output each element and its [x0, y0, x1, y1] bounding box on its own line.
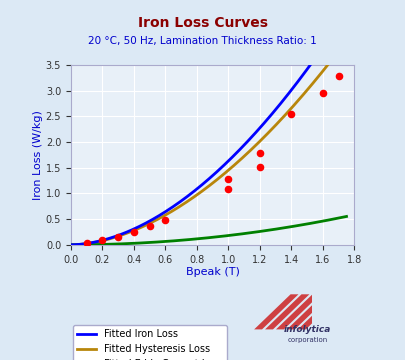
Point — [225, 176, 232, 182]
Point — [288, 111, 294, 117]
Point — [146, 224, 153, 229]
Point — [162, 217, 168, 223]
Text: Iron Loss Curves: Iron Loss Curves — [138, 17, 267, 30]
Point — [225, 186, 232, 192]
Point — [99, 237, 106, 243]
Polygon shape — [276, 294, 320, 329]
Point — [131, 229, 137, 235]
Polygon shape — [265, 294, 309, 329]
Polygon shape — [254, 294, 298, 329]
Point — [115, 234, 122, 240]
Point — [320, 90, 326, 96]
Y-axis label: Iron Loss (W/kg): Iron Loss (W/kg) — [33, 110, 43, 200]
Polygon shape — [287, 294, 331, 329]
Text: corporation: corporation — [288, 337, 328, 343]
Text: 20 °C, 50 Hz, Lamination Thickness Ratio: 1: 20 °C, 50 Hz, Lamination Thickness Ratio… — [88, 36, 317, 46]
Legend: Fitted Iron Loss, Fitted Hysteresis Loss, Fitted Eddy Current Loss, Data Values: Fitted Iron Loss, Fitted Hysteresis Loss… — [73, 325, 227, 360]
Point — [335, 73, 342, 79]
Point — [257, 150, 263, 156]
X-axis label: Bpeak (T): Bpeak (T) — [185, 267, 240, 277]
Point — [83, 240, 90, 246]
Point — [257, 164, 263, 170]
Text: infolytica: infolytica — [284, 325, 331, 334]
Polygon shape — [298, 294, 342, 329]
